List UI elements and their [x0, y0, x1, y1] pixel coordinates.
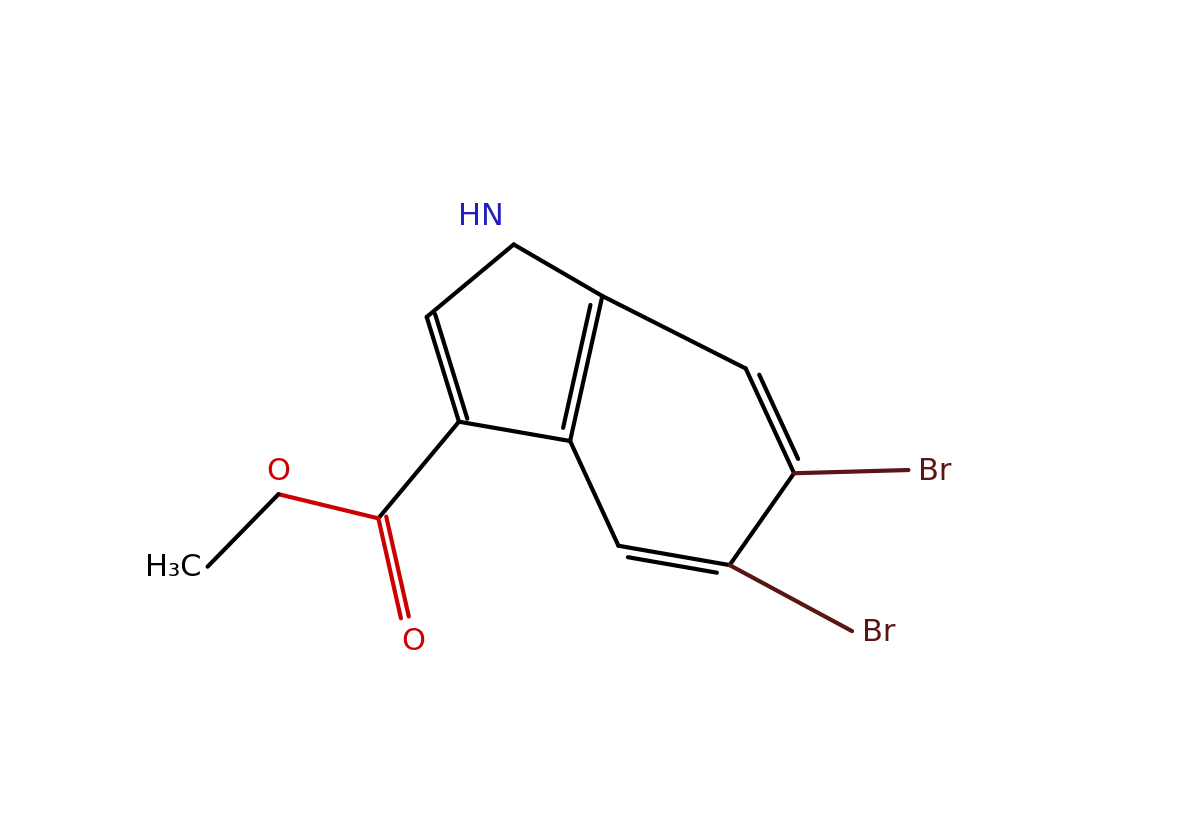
Text: Br: Br: [862, 617, 896, 646]
Text: H₃C: H₃C: [144, 553, 201, 582]
Text: O: O: [267, 456, 291, 485]
Text: Br: Br: [918, 456, 952, 485]
Text: HN: HN: [459, 201, 504, 231]
Text: O: O: [401, 626, 425, 655]
